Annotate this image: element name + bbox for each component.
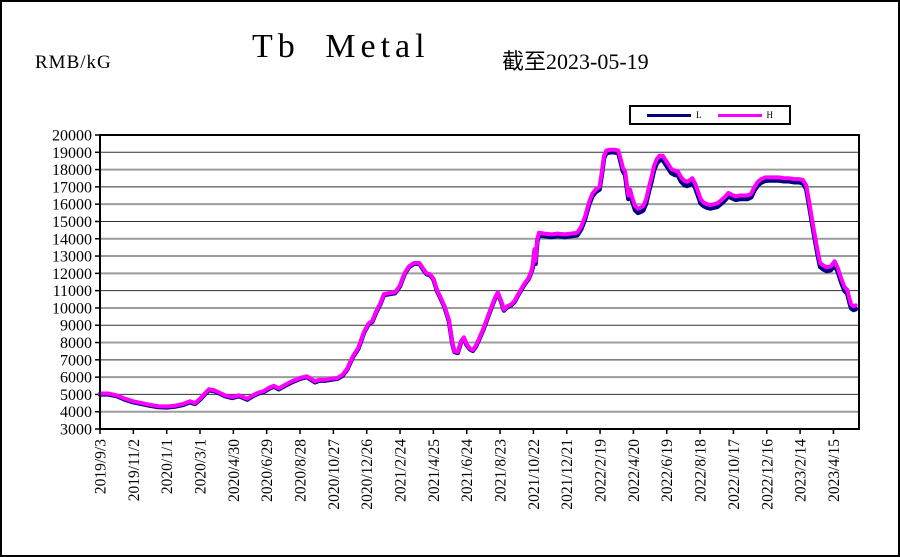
svg-text:2019/11/2: 2019/11/2 xyxy=(126,439,143,501)
svg-text:2022/6/19: 2022/6/19 xyxy=(659,439,676,502)
svg-text:8000: 8000 xyxy=(60,335,92,352)
svg-text:2022/4/20: 2022/4/20 xyxy=(626,439,643,502)
svg-text:2022/10/17: 2022/10/17 xyxy=(726,439,743,510)
svg-text:2020/10/27: 2020/10/27 xyxy=(326,439,343,510)
svg-text:19000: 19000 xyxy=(52,145,92,162)
svg-text:2020/4/30: 2020/4/30 xyxy=(226,439,243,502)
gridlines xyxy=(100,151,859,413)
svg-text:2020/3/1: 2020/3/1 xyxy=(193,439,210,494)
svg-text:2020/1/1: 2020/1/1 xyxy=(159,439,176,494)
svg-text:2022/8/18: 2022/8/18 xyxy=(693,439,710,502)
svg-text:2020/6/29: 2020/6/29 xyxy=(259,439,276,502)
svg-text:2020/12/26: 2020/12/26 xyxy=(359,439,376,510)
svg-text:2020/8/28: 2020/8/28 xyxy=(293,439,310,502)
legend-line-l-icon xyxy=(647,113,691,117)
svg-text:11000: 11000 xyxy=(53,283,92,300)
svg-text:3000: 3000 xyxy=(60,422,92,439)
legend: L H xyxy=(629,105,791,125)
svg-text:2021/12/21: 2021/12/21 xyxy=(559,439,576,510)
svg-text:10000: 10000 xyxy=(52,300,92,317)
svg-text:20000: 20000 xyxy=(52,128,92,145)
svg-text:5000: 5000 xyxy=(60,387,92,404)
plot-border xyxy=(99,134,860,430)
svg-text:16000: 16000 xyxy=(52,197,92,214)
svg-text:15000: 15000 xyxy=(52,214,92,231)
legend-label-l: L xyxy=(696,109,702,120)
svg-text:13000: 13000 xyxy=(52,249,92,266)
svg-text:2022/2/19: 2022/2/19 xyxy=(593,439,610,502)
svg-text:4000: 4000 xyxy=(60,404,92,421)
svg-text:2019/9/3: 2019/9/3 xyxy=(93,439,110,494)
svg-text:14000: 14000 xyxy=(52,231,92,248)
svg-text:6000: 6000 xyxy=(60,370,92,387)
y-axis: 3000400050006000700080009000100001100012… xyxy=(52,128,100,439)
series-L xyxy=(97,150,858,410)
svg-text:2021/10/22: 2021/10/22 xyxy=(526,439,543,510)
svg-text:17000: 17000 xyxy=(52,179,92,196)
svg-text:2023/4/15: 2023/4/15 xyxy=(826,439,843,502)
svg-text:2021/4/25: 2021/4/25 xyxy=(426,439,443,502)
legend-line-h-icon xyxy=(717,113,762,117)
series-H xyxy=(98,147,858,409)
chart-title: Tb Metal xyxy=(252,28,430,65)
svg-text:2022/12/16: 2022/12/16 xyxy=(759,439,776,510)
svg-text:2021/6/24: 2021/6/24 xyxy=(459,439,476,502)
svg-text:2021/2/24: 2021/2/24 xyxy=(393,439,410,502)
y-axis-unit-label: RMB/kG xyxy=(35,52,112,73)
svg-text:9000: 9000 xyxy=(60,318,92,335)
as-of-date-label: 截至2023-05-19 xyxy=(502,49,649,74)
x-axis: 2019/9/3 2019/11/2 2020/1/1 2020/3/1 2020/4/… xyxy=(93,429,843,510)
svg-text:12000: 12000 xyxy=(52,266,92,283)
legend-item-l: L xyxy=(647,109,702,120)
svg-text:2021/8/23: 2021/8/23 xyxy=(493,439,510,502)
svg-text:2023/2/14: 2023/2/14 xyxy=(793,439,810,502)
legend-label-h: H xyxy=(766,109,774,120)
svg-text:7000: 7000 xyxy=(60,352,92,369)
legend-item-h: H xyxy=(717,109,774,120)
svg-text:18000: 18000 xyxy=(52,162,92,179)
